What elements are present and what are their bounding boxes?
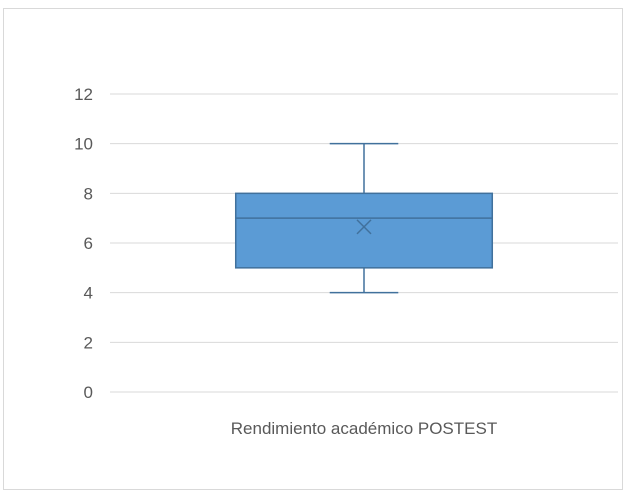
mean-marker: [356, 219, 372, 235]
mean-marker-stroke-2: [356, 219, 372, 235]
box-series: [234, 142, 494, 294]
box-iqr: [234, 192, 494, 269]
category-labels: Rendimiento académico POSTEST: [231, 419, 497, 438]
y-tick-label-8: 8: [84, 184, 93, 203]
y-tick-label-12: 12: [74, 85, 93, 104]
category-label: Rendimiento académico POSTEST: [231, 419, 497, 438]
y-tick-labels: 0 2 4 6 8 10 12: [74, 85, 93, 402]
y-tick-label-2: 2: [84, 333, 93, 352]
y-tick-label-4: 4: [84, 284, 93, 303]
y-tick-label-10: 10: [74, 135, 93, 154]
y-tick-label-0: 0: [84, 383, 93, 402]
y-tick-label-6: 6: [84, 234, 93, 253]
